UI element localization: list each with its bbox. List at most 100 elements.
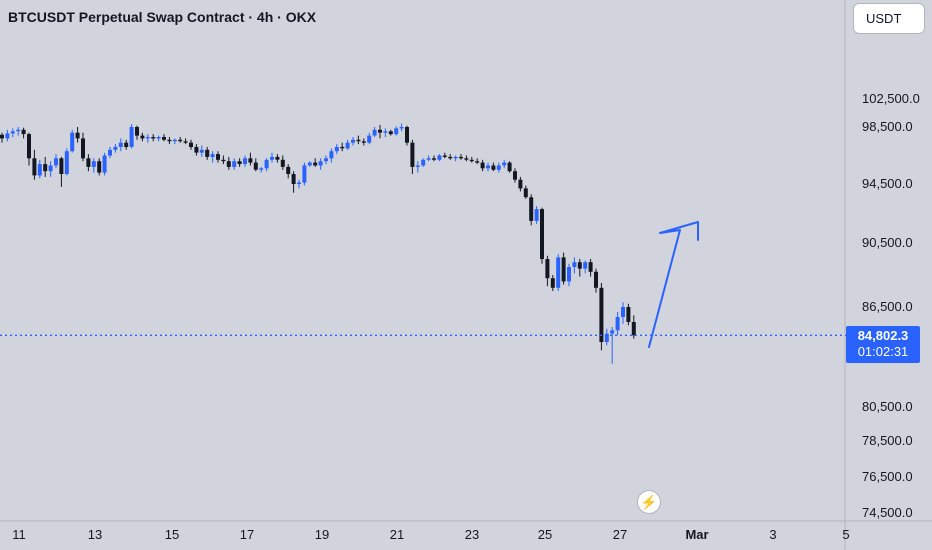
lightning-bolt-icon[interactable]: ⚡ — [638, 491, 660, 513]
candle-body — [621, 307, 625, 317]
candle-body — [351, 139, 355, 143]
candle-body — [75, 132, 80, 139]
candle-body — [334, 146, 339, 152]
candle-body — [226, 161, 231, 167]
currency-selector-button[interactable]: USDT — [853, 3, 925, 34]
candle-body — [459, 156, 463, 159]
candle-body — [518, 179, 523, 189]
candle-body — [405, 127, 409, 143]
candle-body — [199, 149, 204, 153]
candle-body — [113, 146, 118, 150]
candle-body — [588, 262, 593, 272]
symbol-title: BTCUSDT Perpetual Swap Contract · 4h · O… — [8, 9, 317, 25]
candle-body — [118, 142, 123, 147]
candle-body — [604, 333, 609, 342]
last-price-badge: 84,802.3 01:02:31 — [846, 326, 920, 363]
x-axis-tick-label: 3 — [769, 527, 777, 542]
candle-body — [448, 156, 453, 159]
candle-body — [43, 164, 48, 172]
candle-body — [64, 151, 69, 174]
candle-body — [383, 131, 388, 133]
candle-body — [378, 129, 382, 133]
candle-body — [27, 134, 31, 159]
candle-body — [599, 287, 604, 342]
candle-body — [324, 158, 328, 162]
candle-body — [280, 159, 285, 167]
candle-body — [91, 161, 96, 167]
candle-body — [464, 158, 469, 160]
candle-body — [232, 161, 237, 167]
candle-body — [297, 182, 301, 184]
candle-body — [253, 162, 258, 170]
candle-body — [529, 197, 534, 221]
candle-body — [507, 162, 512, 172]
y-axis-tick-label: 74,500.0 — [862, 505, 913, 520]
candle-body — [437, 155, 442, 160]
y-axis-tick-label: 78,500.0 — [862, 433, 913, 448]
y-axis-tick-label: 90,500.0 — [862, 235, 913, 250]
y-axis-tick-label: 76,500.0 — [862, 469, 913, 484]
candle-body — [145, 137, 150, 139]
candle-body — [270, 156, 274, 160]
y-axis-tick-label: 80,500.0 — [862, 399, 913, 414]
y-axis-tick-label: 94,500.0 — [862, 176, 913, 191]
candle-body — [594, 271, 598, 288]
candle-body — [162, 137, 166, 140]
x-axis-tick-label: 23 — [464, 527, 480, 542]
candle-body — [86, 158, 91, 167]
candle-body — [10, 131, 15, 134]
candle-body — [432, 158, 436, 160]
x-axis-tick-label: Mar — [685, 527, 709, 542]
candle-body — [415, 165, 420, 167]
candle-body — [610, 330, 615, 334]
candle-body — [442, 155, 447, 157]
candle-body — [469, 159, 474, 162]
candle-body — [156, 137, 161, 139]
candle-body — [475, 161, 480, 163]
candle-body — [54, 158, 58, 166]
candle-body — [631, 322, 636, 336]
candle-body — [345, 142, 350, 149]
candle-body — [32, 158, 37, 176]
candle-body — [194, 146, 199, 153]
x-axis-tick-label: 19 — [314, 527, 330, 542]
candle-body — [313, 162, 318, 166]
candle-body — [426, 158, 431, 160]
candle-body — [178, 139, 183, 142]
candle-body — [491, 165, 496, 170]
candle-body — [540, 209, 544, 259]
candle-body — [102, 155, 107, 173]
x-axis-tick-label: 5 — [842, 527, 850, 542]
candle-body — [394, 128, 399, 135]
candle-body — [318, 161, 323, 166]
y-axis-tick-label: 98,500.0 — [862, 119, 913, 134]
candle-body — [48, 165, 53, 172]
candle-body — [37, 164, 42, 176]
candle-body — [210, 154, 215, 157]
candle-body — [556, 257, 561, 288]
candle-body — [221, 159, 226, 162]
candle-body — [97, 161, 102, 173]
candle-body — [248, 158, 253, 163]
candle-body — [615, 317, 620, 331]
candle-body — [167, 139, 172, 142]
candle-body — [189, 142, 193, 147]
candle-body — [399, 127, 404, 129]
x-axis-tick-label: 21 — [389, 527, 405, 542]
candle-body — [486, 165, 490, 169]
x-axis-tick-label: 11 — [12, 527, 26, 542]
candle-body — [329, 151, 334, 159]
candle-body — [286, 166, 291, 174]
candle-body — [340, 146, 345, 149]
candle-body — [140, 135, 145, 139]
x-axis-tick-label: 15 — [164, 527, 180, 542]
x-axis-tick-label: 25 — [537, 527, 553, 542]
candle-body — [307, 162, 312, 166]
candle-body — [496, 165, 501, 170]
candle-body — [5, 133, 10, 139]
candle-body — [216, 154, 220, 160]
candle-body — [21, 129, 26, 135]
candle-body — [513, 171, 517, 180]
